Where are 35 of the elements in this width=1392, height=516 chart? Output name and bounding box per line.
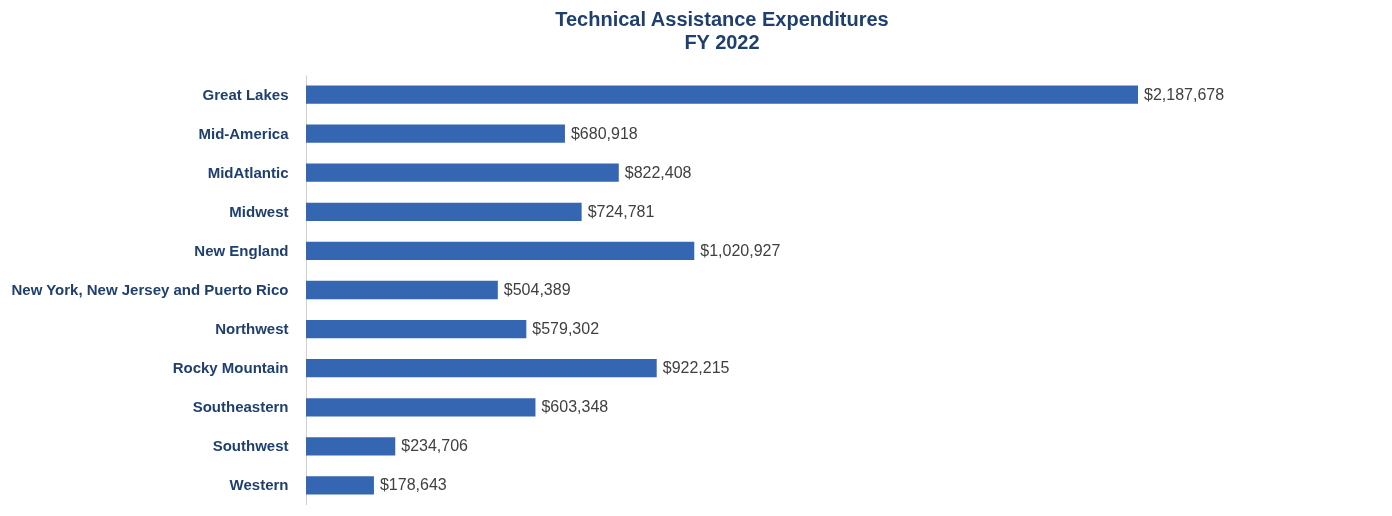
- bar: [306, 398, 536, 417]
- y-tick-label: Western: [229, 476, 289, 494]
- bar: [306, 202, 582, 221]
- bar: [306, 163, 619, 182]
- y-tick-label: New England: [194, 241, 289, 259]
- data-label: $1,020,927: [700, 241, 781, 259]
- bar: [306, 476, 374, 495]
- chart-subtitle: FY 2022: [684, 31, 760, 53]
- chart-title: Technical Assistance Expenditures: [555, 8, 889, 30]
- data-label: $178,643: [379, 476, 447, 494]
- bar: [306, 319, 527, 339]
- bar: [306, 437, 396, 456]
- data-label: $680,918: [570, 124, 638, 142]
- y-tick-label: Mid-America: [198, 124, 290, 142]
- y-tick-label: New York, New Jersey and Puerto Rico: [11, 281, 289, 298]
- data-label: $724,781: [587, 202, 655, 220]
- bar: [306, 359, 657, 378]
- y-tick-label: Southwest: [212, 437, 289, 455]
- y-tick-label: Southeastern: [192, 398, 289, 416]
- data-label: $603,348: [541, 398, 609, 416]
- y-tick-label: Northwest: [215, 320, 289, 338]
- bar: [306, 124, 565, 143]
- y-tick-label: Rocky Mountain: [172, 359, 289, 377]
- y-tick-label: MidAtlantic: [207, 163, 289, 181]
- data-label: $922,215: [662, 359, 730, 377]
- y-tick-label: Great Lakes: [202, 85, 289, 103]
- data-label: $579,302: [532, 320, 600, 338]
- data-label: $504,389: [503, 281, 571, 298]
- bar: [306, 280, 498, 300]
- bar: [306, 241, 695, 261]
- data-label: $822,408: [624, 163, 692, 181]
- data-label: $2,187,678: [1144, 85, 1225, 103]
- data-label: $234,706: [401, 437, 469, 455]
- y-tick-label: Midwest: [229, 202, 289, 220]
- bar: [306, 85, 1138, 104]
